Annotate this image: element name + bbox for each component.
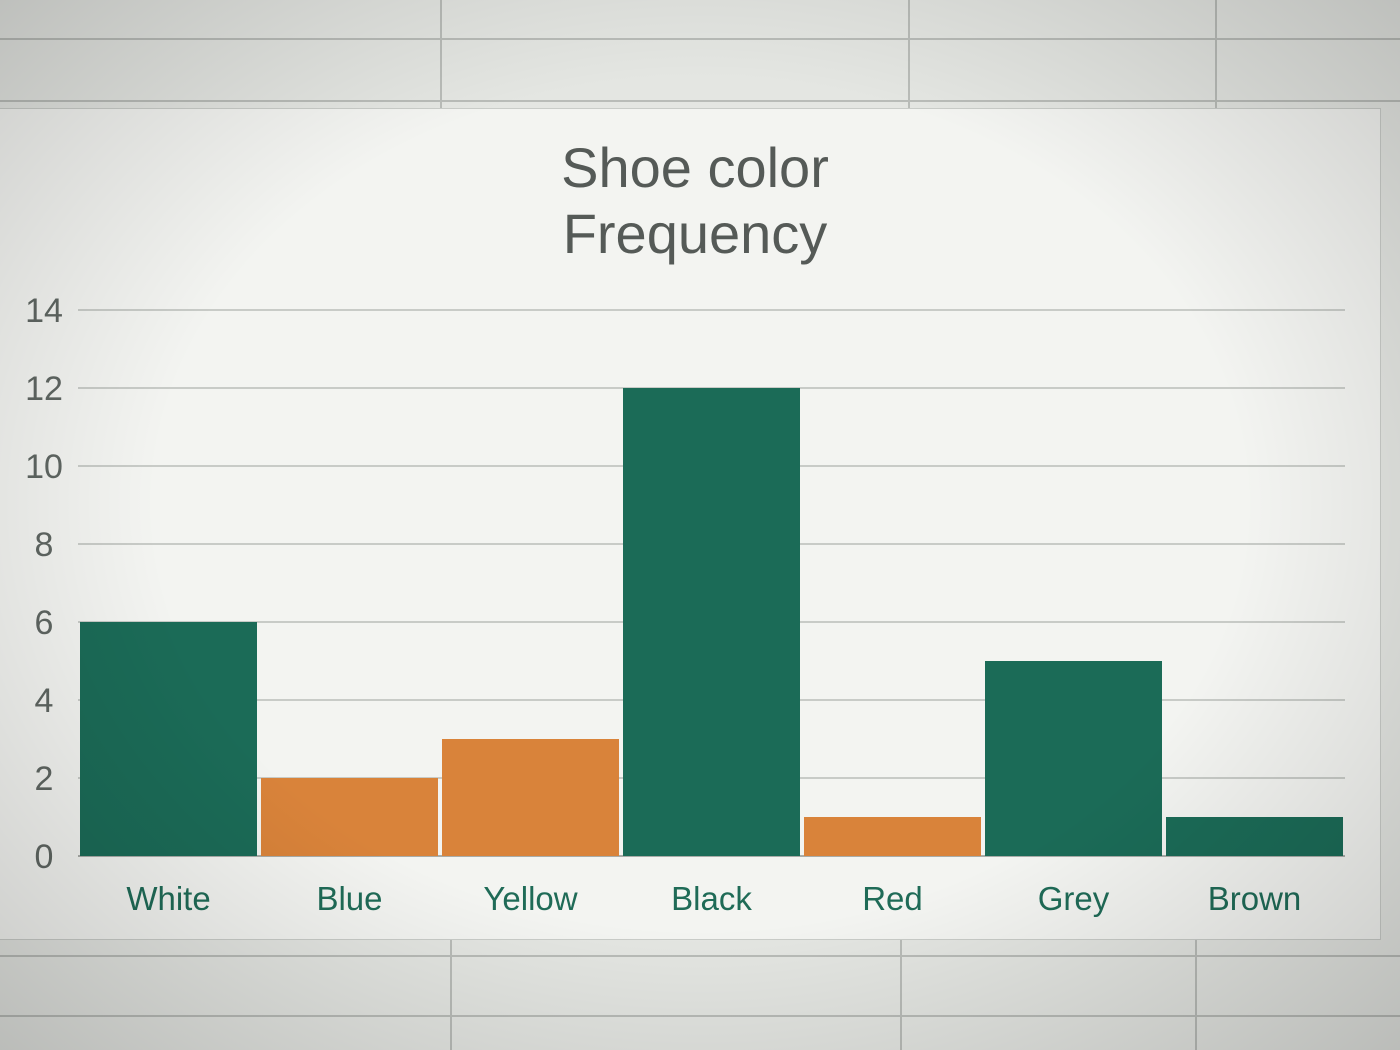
sheet-col-line [900, 938, 902, 1050]
bar-grey[interactable] [985, 661, 1162, 856]
x-category-label: Red [862, 880, 923, 917]
bar-yellow[interactable] [442, 739, 619, 856]
sheet-col-line [908, 0, 910, 108]
bar-white[interactable] [80, 622, 257, 856]
y-tick-label: 4 [35, 682, 54, 720]
sheet-col-line [1195, 938, 1197, 1050]
x-category-label: Black [671, 880, 752, 917]
y-tick-label: 8 [35, 526, 54, 564]
x-category-label: White [126, 880, 210, 917]
chart-title-line-2: Frequency [562, 202, 828, 265]
y-tick-label: 0 [35, 838, 54, 876]
sheet-row-line [0, 955, 1400, 957]
bar-red[interactable] [804, 817, 981, 856]
sheet-col-line [450, 938, 452, 1050]
chart-title-line-1: Shoe color [561, 136, 829, 199]
chart-title: Shoe color Frequency [445, 135, 945, 267]
y-tick-label: 14 [25, 292, 63, 330]
sheet-col-line [440, 0, 442, 108]
x-category-label: Grey [1038, 880, 1110, 917]
x-category-label: Brown [1208, 880, 1302, 917]
y-tick-label: 12 [25, 370, 63, 408]
bar-black[interactable] [623, 388, 800, 856]
y-tick-label: 6 [35, 604, 54, 642]
bar-brown[interactable] [1166, 817, 1343, 856]
x-category-label: Blue [316, 880, 382, 917]
bar-blue[interactable] [261, 778, 438, 856]
y-tick-label: 10 [25, 448, 63, 486]
sheet-row-line [0, 38, 1400, 40]
sheet-col-line [1215, 0, 1217, 108]
x-category-label: Yellow [483, 880, 577, 917]
sheet-row-line [0, 100, 1400, 102]
sheet-row-line [0, 1015, 1400, 1017]
y-tick-label: 2 [35, 760, 54, 798]
